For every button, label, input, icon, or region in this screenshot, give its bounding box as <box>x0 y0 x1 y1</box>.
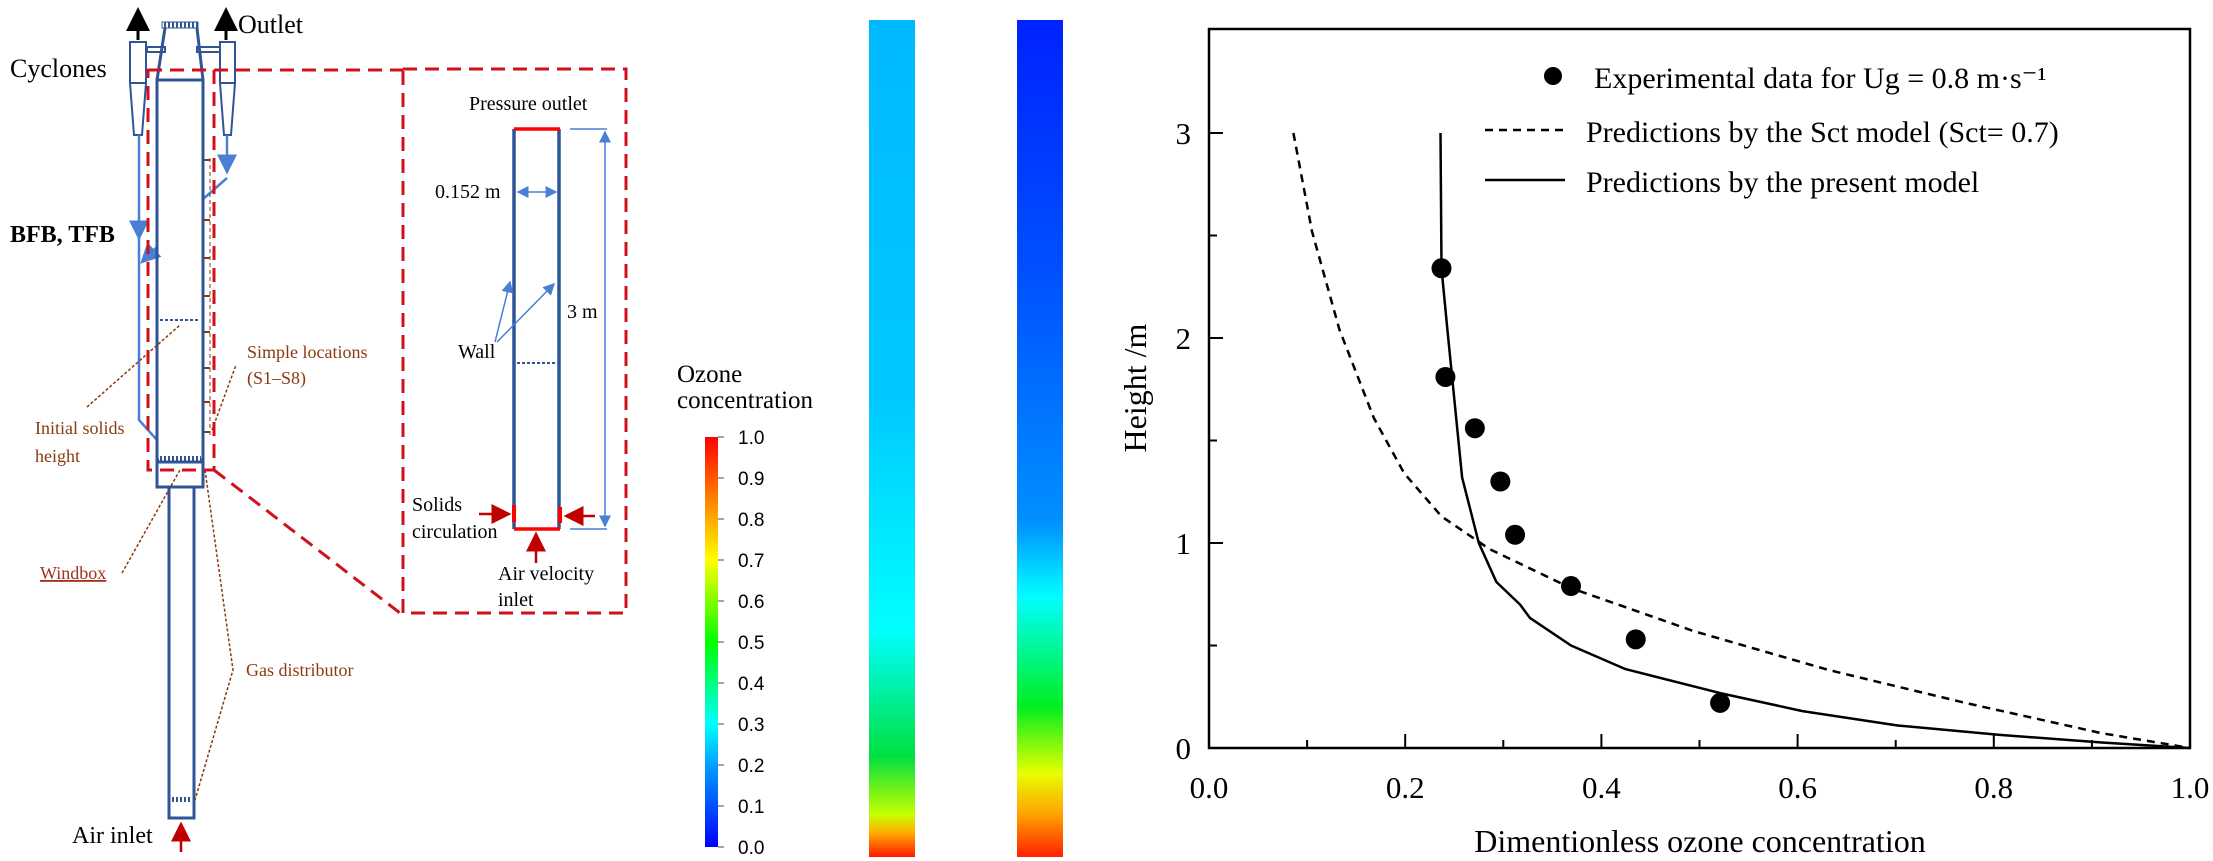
top-plate <box>161 21 199 29</box>
colorbar-tick-label: 0.4 <box>738 674 765 695</box>
height-label: 3 m <box>567 301 598 323</box>
colorbar-tick-label: 0.2 <box>738 756 764 777</box>
sample-locations-label: Simple locations <box>247 342 368 362</box>
colorbar-title-2: concentration <box>677 387 814 414</box>
colorbar-title: Ozone <box>677 361 742 388</box>
colorbar-gradient <box>705 437 718 847</box>
ozone-contours <box>869 20 1063 857</box>
data-point-experimental <box>1710 692 1731 713</box>
colorbar-tick-label: 1.0 <box>738 428 764 449</box>
y-tick-label: 0 <box>1176 731 1192 766</box>
zoom-box-large <box>401 67 628 615</box>
contour-right <box>1017 20 1063 857</box>
diameter-label: 0.152 m <box>435 181 501 203</box>
legend-label-sct-model: Predictions by the Sct model (Sct= 0.7) <box>1586 116 2059 149</box>
y-axis-label: Height /m <box>1117 323 1153 452</box>
ozone-profile-chart: 0.0 0.2 0.4 0.6 0.8 1.0 0 1 2 3 Dimentionless ozo… <box>1117 27 2210 859</box>
data-point-experimental <box>1490 471 1511 492</box>
colorbar-tick-label: 0.5 <box>738 633 764 654</box>
x-tick-label: 0.8 <box>1974 770 2013 805</box>
y-tick-label: 1 <box>1176 526 1192 561</box>
x-tick-label: 0.0 <box>1190 770 1229 805</box>
air-inlet-label: Air inlet <box>72 823 153 849</box>
data-point-experimental <box>1464 418 1485 439</box>
windbox-label: Windbox <box>40 563 106 583</box>
x-tick-label: 0.2 <box>1386 770 1425 805</box>
x-axis-label: Dimentionless ozone concentration <box>1474 823 1925 859</box>
contour-left <box>869 20 915 857</box>
sample-ports <box>204 158 211 435</box>
colorbar-tick-label: 0.9 <box>738 469 764 490</box>
gas-distributor <box>159 456 201 462</box>
pressure-outlet-label: Pressure outlet <box>469 93 588 115</box>
cone <box>155 27 205 81</box>
zoom-box-small <box>146 68 216 472</box>
sample-range-label: (S1–S8) <box>247 368 306 389</box>
legend-marker-experimental <box>1544 67 1562 85</box>
y-tick-label: 3 <box>1176 116 1192 151</box>
colorbar-tick-label: 0.1 <box>738 797 764 818</box>
initial-solids-label: Initial solids <box>35 418 125 438</box>
x-tick-label: 1.0 <box>2171 770 2210 805</box>
colorbar-tick-label: 0.3 <box>738 715 764 736</box>
colorbar-tick-label: 0.6 <box>738 592 764 613</box>
bfb-tfb-label: BFB, TFB <box>10 222 115 248</box>
colorbar-tick-label: 0.7 <box>738 551 764 572</box>
legend-label-experimental: Experimental data for Ug = 0.8 m·s⁻¹ <box>1594 62 2046 95</box>
colorbar-tick-label: 0.8 <box>738 510 764 531</box>
air-velocity-label-2: inlet <box>498 589 534 611</box>
y-tick-label: 2 <box>1176 321 1192 356</box>
line-present-model <box>1439 132 2191 750</box>
colorbar: Ozone concentration 1.0 0.9 0.8 0.7 0.6 0.5 0.… <box>677 361 814 859</box>
cyclone-right <box>219 41 236 136</box>
air-velocity-label: Air velocity <box>498 563 594 585</box>
line-sct-model <box>1292 132 2191 750</box>
computational-domain: Pressure outlet 3 m 0.152 m Wall Solids … <box>412 93 611 611</box>
legend: Experimental data for Ug = 0.8 m·s⁻¹ Pre… <box>1485 62 2059 199</box>
circulation-label: circulation <box>412 521 498 543</box>
colorbar-tick-label: 0.0 <box>738 838 764 859</box>
gas-distributor-label: Gas distributor <box>246 660 354 680</box>
x-tick-label: 0.6 <box>1778 770 1817 805</box>
x-tick-label: 0.4 <box>1582 770 1621 805</box>
initial-solids-label-2: height <box>35 446 80 466</box>
solids-label: Solids <box>412 494 462 516</box>
data-point-experimental <box>1560 576 1581 597</box>
legend-label-present-model: Predictions by the present model <box>1586 166 1979 199</box>
cyclone-left <box>129 41 147 136</box>
windbox <box>155 460 205 489</box>
data-point-experimental <box>1505 524 1526 545</box>
lower-pipe <box>167 485 196 820</box>
rig-schematic: Outlet Cyclones BFB, TFB Air inlet <box>10 7 628 852</box>
data-point-experimental <box>1625 629 1646 650</box>
riser <box>155 78 205 462</box>
outlet-label: Outlet <box>238 10 304 39</box>
wall-label: Wall <box>458 341 496 363</box>
cyclones-label: Cyclones <box>10 54 107 83</box>
